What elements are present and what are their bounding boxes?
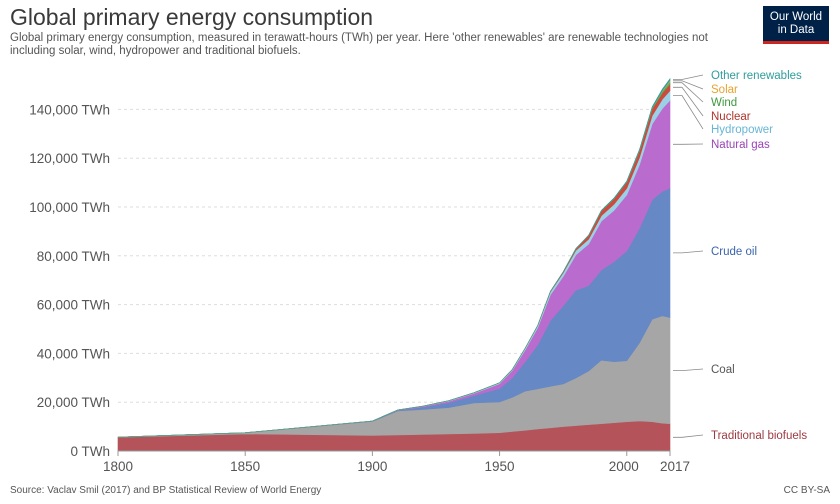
grid-lines bbox=[118, 108, 670, 403]
x-tick-label: 2000 bbox=[609, 459, 639, 474]
series-labels: Traditional biofuels Coal Crude oil Natural… bbox=[673, 70, 807, 442]
series-label-crude-oil[interactable]: Crude oil bbox=[711, 246, 757, 258]
axes: 0 TWh 20,000 TWh 40,000 TWh 60,000 TWh 80,00… bbox=[29, 102, 690, 474]
y-tick-label: 20,000 TWh bbox=[37, 395, 110, 410]
logo-line-1: Our World bbox=[769, 11, 823, 23]
y-tick-label: 100,000 TWh bbox=[29, 200, 110, 215]
y-tick-label: 140,000 TWh bbox=[29, 102, 110, 117]
series-label-natural-gas[interactable]: Natural gas bbox=[711, 139, 770, 151]
label-leader-line bbox=[673, 250, 704, 254]
label-leader-line bbox=[673, 95, 704, 130]
series-label-coal[interactable]: Coal bbox=[711, 364, 735, 376]
chart-title: Global primary energy consumption bbox=[10, 4, 374, 30]
y-tick-label: 60,000 TWh bbox=[37, 298, 110, 313]
x-tick-label: 1800 bbox=[103, 459, 133, 474]
y-tick-label: 40,000 TWh bbox=[37, 346, 110, 361]
series-label-solar[interactable]: Solar bbox=[711, 84, 738, 96]
series-label-nuclear[interactable]: Nuclear bbox=[711, 111, 751, 123]
chart-subtitle: Global primary energy consumption, measu… bbox=[10, 32, 708, 57]
logo-accent-bar bbox=[763, 41, 829, 44]
label-leader-line bbox=[673, 82, 704, 103]
x-tick-label: 1950 bbox=[485, 459, 515, 474]
y-tick-label: 0 TWh bbox=[70, 444, 110, 459]
series-label-wind[interactable]: Wind bbox=[711, 97, 737, 109]
label-leader-line bbox=[673, 86, 704, 117]
label-leader-line bbox=[673, 74, 704, 80]
license-link[interactable]: CC BY-SA bbox=[783, 485, 830, 496]
series-label-traditional-biofuels[interactable]: Traditional biofuels bbox=[711, 430, 807, 442]
owid-logo[interactable]: Our World in Data bbox=[763, 6, 829, 44]
label-leader-line bbox=[673, 80, 704, 90]
x-tick-label: 2017 bbox=[660, 459, 690, 474]
x-tick-label: 1900 bbox=[357, 459, 387, 474]
y-tick-label: 80,000 TWh bbox=[37, 249, 110, 264]
area-other-renewables[interactable] bbox=[117, 77, 671, 438]
x-tick-label: 1850 bbox=[230, 459, 260, 474]
source-note: Source: Vaclav Smil (2017) and BP Statis… bbox=[10, 485, 322, 496]
label-leader-line bbox=[673, 368, 704, 372]
y-tick-label: 120,000 TWh bbox=[29, 151, 110, 166]
series-label-hydropower[interactable]: Hydropower bbox=[711, 124, 773, 136]
logo-line-2: in Data bbox=[777, 24, 815, 36]
label-leader-line bbox=[673, 434, 704, 438]
series-label-other-renewables[interactable]: Other renewables bbox=[711, 70, 802, 82]
area-series bbox=[117, 77, 671, 452]
